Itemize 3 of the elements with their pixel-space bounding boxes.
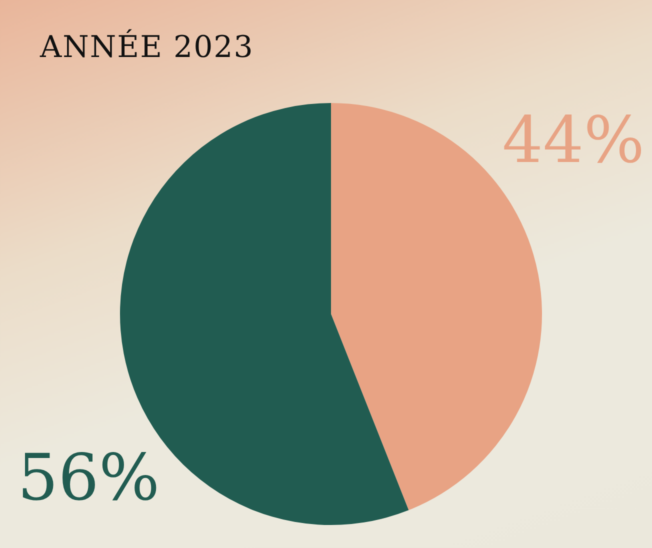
data-label: 56% <box>17 441 160 516</box>
chart-title: ANNÉE 2023 <box>40 30 254 65</box>
data-label: 44% <box>502 104 645 178</box>
